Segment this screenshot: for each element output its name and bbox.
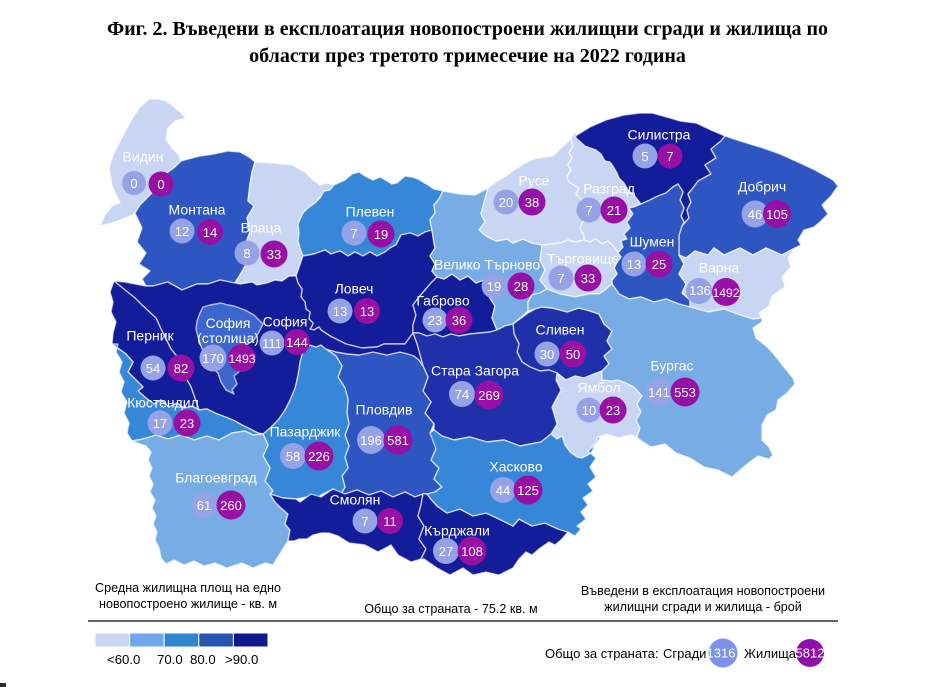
- svg-text:19: 19: [374, 227, 388, 242]
- svg-text:226: 226: [308, 449, 330, 464]
- svg-text:7: 7: [585, 203, 592, 218]
- svg-text:553: 553: [674, 385, 696, 400]
- svg-text:141: 141: [648, 385, 670, 400]
- svg-text:54: 54: [146, 361, 160, 376]
- svg-text:144: 144: [286, 335, 308, 350]
- svg-text:44: 44: [496, 483, 510, 498]
- svg-text:33: 33: [267, 247, 281, 262]
- svg-text:13: 13: [360, 304, 374, 319]
- svg-text:12: 12: [175, 224, 189, 239]
- svg-text:7: 7: [557, 271, 564, 286]
- svg-text:136: 136: [689, 283, 711, 298]
- svg-text:11: 11: [383, 514, 397, 529]
- svg-text:33: 33: [581, 271, 595, 286]
- svg-text:7: 7: [350, 226, 357, 241]
- svg-text:21: 21: [607, 203, 621, 218]
- svg-text:1316: 1316: [707, 646, 736, 661]
- svg-text:7: 7: [361, 514, 368, 529]
- svg-text:5812: 5812: [796, 646, 825, 661]
- svg-text:269: 269: [478, 388, 500, 403]
- svg-text:14: 14: [203, 225, 217, 240]
- svg-text:196: 196: [360, 433, 382, 448]
- svg-text:125: 125: [517, 483, 539, 498]
- svg-text:0: 0: [130, 176, 137, 191]
- svg-text:8: 8: [243, 246, 250, 261]
- svg-text:1493: 1493: [228, 352, 255, 366]
- svg-text:27: 27: [439, 544, 453, 559]
- svg-text:23: 23: [606, 403, 620, 418]
- svg-text:46: 46: [748, 207, 762, 222]
- svg-text:38: 38: [525, 195, 539, 210]
- svg-text:82: 82: [174, 361, 188, 376]
- svg-text:170: 170: [202, 351, 224, 366]
- svg-text:13: 13: [627, 257, 641, 272]
- svg-text:0: 0: [157, 177, 164, 192]
- svg-text:61: 61: [197, 498, 211, 513]
- svg-text:17: 17: [153, 416, 167, 431]
- svg-text:25: 25: [652, 257, 666, 272]
- svg-text:28: 28: [514, 279, 528, 294]
- svg-text:19: 19: [487, 279, 501, 294]
- svg-text:23: 23: [428, 313, 442, 328]
- svg-text:7: 7: [666, 149, 673, 164]
- svg-text:108: 108: [461, 544, 483, 559]
- svg-text:10: 10: [582, 403, 596, 418]
- svg-text:23: 23: [180, 416, 194, 431]
- svg-text:105: 105: [766, 207, 788, 222]
- svg-text:581: 581: [387, 433, 409, 448]
- svg-text:58: 58: [286, 449, 300, 464]
- svg-text:36: 36: [452, 313, 466, 328]
- svg-text:13: 13: [333, 304, 347, 319]
- svg-text:30: 30: [540, 347, 554, 362]
- svg-text:1492: 1492: [712, 286, 739, 300]
- svg-text:260: 260: [220, 498, 242, 513]
- svg-text:74: 74: [455, 387, 469, 402]
- svg-text:20: 20: [499, 195, 513, 210]
- svg-text:111: 111: [262, 336, 282, 351]
- svg-text:50: 50: [566, 347, 580, 362]
- svg-text:5: 5: [641, 149, 648, 164]
